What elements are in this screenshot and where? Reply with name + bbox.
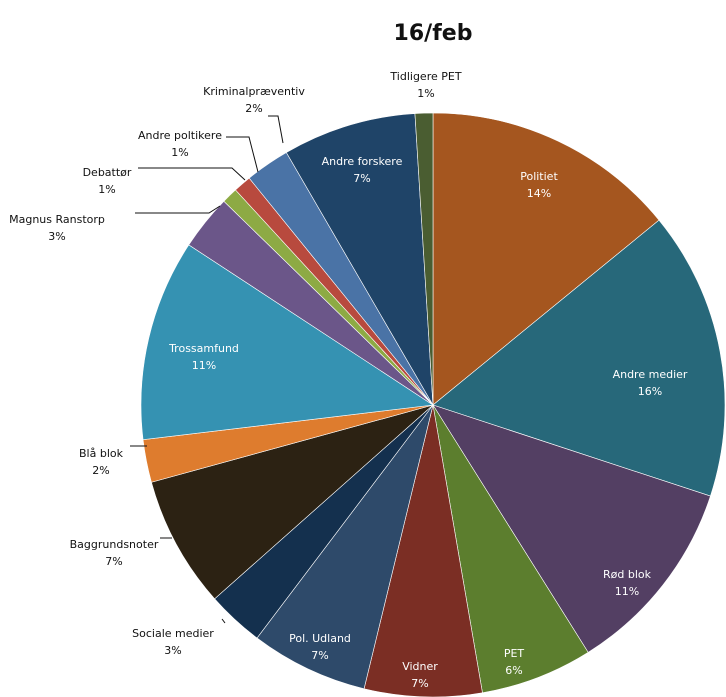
slice-label-bla-blok: Blå blok 2% (79, 447, 124, 477)
slice-label-andre-poltikere: Andre poltikere 1% (138, 129, 222, 159)
pie-slice-andre-medier (432, 219, 726, 497)
slice-label-pet: PET 6% (504, 647, 525, 677)
slice-label-andre-forskere: Andre forskere 7% (322, 155, 403, 185)
pie-slice-pol-udland (256, 404, 434, 690)
pie-slice-baggrundsnoter (151, 404, 434, 600)
pie-slice-politiet (432, 112, 660, 406)
slice-label-vidner: Vidner 7% (402, 660, 438, 690)
leader-line-debattor (138, 167, 246, 181)
slice-label-sociale-medier: Sociale medier 3% (132, 627, 214, 657)
pie-slice-tidligere-pet (414, 112, 434, 406)
leader-line-andre-poltikere (226, 136, 259, 173)
slice-label-debattor: Debattør 1% (83, 166, 132, 196)
slice-label-politiet: Politiet 14% (520, 170, 558, 200)
pie-slice-rod-blok (432, 404, 711, 653)
slice-label-baggrundsnoter: Baggrundsnoter 7% (70, 538, 159, 568)
slice-label-pol-udland: Pol. Udland 7% (289, 632, 351, 662)
slice-label-magnus-ranstorp: Magnus Ranstorp 3% (9, 213, 105, 243)
leader-line-magnus-ranstorp (135, 205, 221, 214)
leader-line-kriminalpraeventiv (268, 115, 284, 144)
slice-label-kriminalpraeventiv: Kriminalpræventiv 2% (203, 85, 305, 115)
pie-slice-andre-forskere (285, 113, 434, 406)
chart-title: 16/feb (394, 21, 473, 46)
slice-label-tidligere-pet: Tidligere PET 1% (389, 70, 461, 100)
slice-label-rod-blok: Rød blok 11% (603, 568, 652, 598)
leader-line-sociale-medier (221, 618, 226, 624)
slice-label-trossamfund: Trossamfund 11% (168, 342, 239, 372)
pie-slice-trossamfund (140, 244, 434, 441)
slice-label-andre-medier: Andre medier 16% (613, 368, 688, 398)
